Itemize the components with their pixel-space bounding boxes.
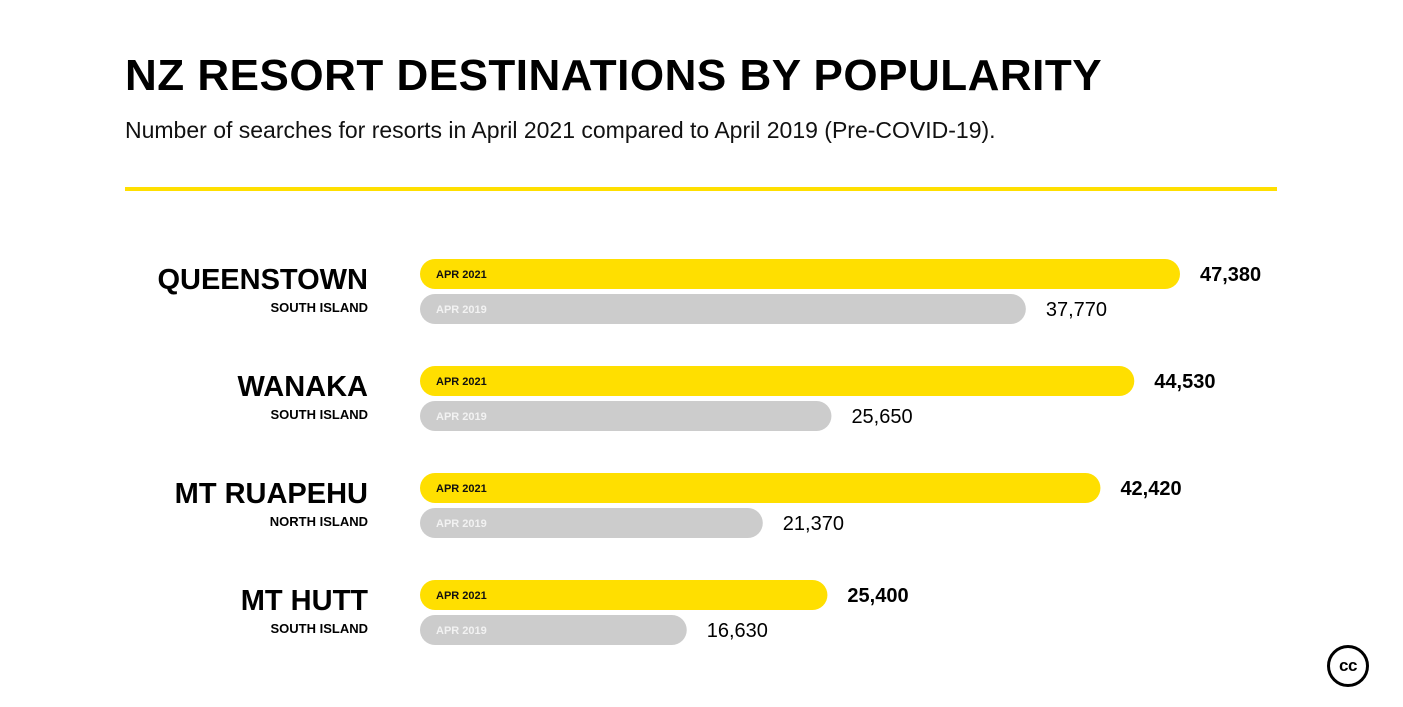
bar-series-label: APR 2021 <box>436 483 487 495</box>
bar-value-label: 42,420 <box>1120 478 1181 500</box>
bar-apr2019 <box>420 615 687 645</box>
category-label: MT HUTT <box>241 585 369 617</box>
bar-value-label: 25,650 <box>851 406 912 428</box>
bar-series-label: APR 2019 <box>436 411 487 423</box>
cc-logo-icon: cc <box>1327 645 1369 687</box>
bar-series-label: APR 2019 <box>436 518 487 530</box>
bar-series-label: APR 2021 <box>436 590 487 602</box>
bar-series-label: APR 2021 <box>436 269 487 281</box>
bar-apr2021 <box>420 580 828 610</box>
chart-subtitle: Number of searches for resorts in April … <box>125 117 996 143</box>
bar-value-label: 37,770 <box>1046 299 1107 321</box>
bar-apr2021 <box>420 259 1180 289</box>
bar-series-label: APR 2019 <box>436 625 487 637</box>
chart-title: NZ RESORT DESTINATIONS BY POPULARITY <box>125 51 1103 100</box>
bar-apr2019 <box>420 294 1026 324</box>
bar-value-label: 21,370 <box>783 513 844 535</box>
bar-series-label: APR 2019 <box>436 304 487 316</box>
bar-apr2019 <box>420 401 832 431</box>
category-label: MT RUAPEHU <box>175 478 368 510</box>
bar-value-label: 16,630 <box>707 620 768 642</box>
category-sublabel: SOUTH ISLAND <box>271 621 369 636</box>
category-sublabel: SOUTH ISLAND <box>271 407 369 422</box>
bar-value-label: 25,400 <box>847 585 908 607</box>
category-label: QUEENSTOWN <box>157 264 368 296</box>
category-label: WANAKA <box>238 371 369 403</box>
bar-apr2021 <box>420 473 1101 503</box>
bar-apr2019 <box>420 508 763 538</box>
bar-value-label: 47,380 <box>1200 264 1261 286</box>
bar-apr2021 <box>420 366 1135 396</box>
bar-series-label: APR 2021 <box>436 376 487 388</box>
category-sublabel: NORTH ISLAND <box>270 514 368 529</box>
category-sublabel: SOUTH ISLAND <box>271 300 369 315</box>
title-divider <box>125 187 1277 191</box>
bar-value-label: 44,530 <box>1154 371 1215 393</box>
